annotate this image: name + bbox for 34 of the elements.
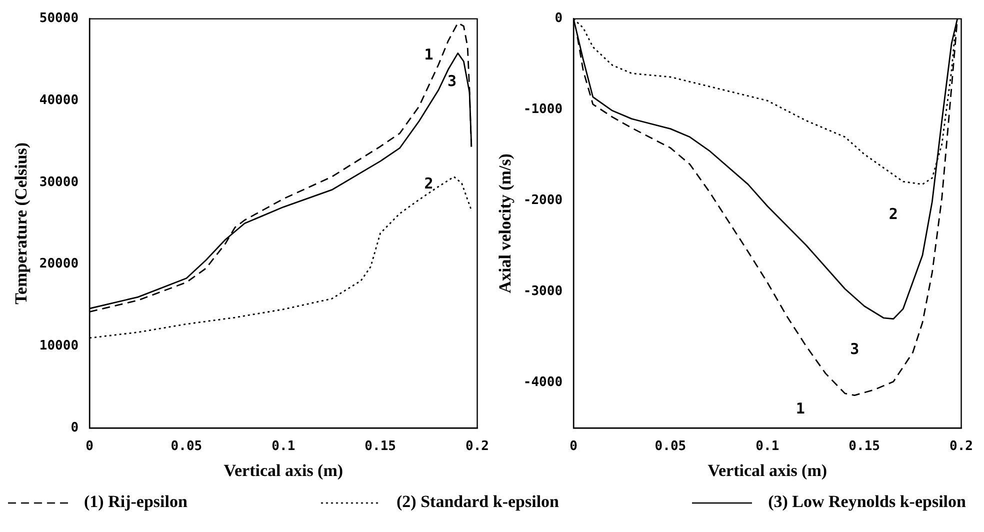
x-tick-label: 0	[86, 439, 94, 454]
y-tick-label: 50000	[39, 11, 79, 26]
y-tick-label: 0	[554, 11, 563, 26]
annotation: 1	[796, 399, 805, 418]
x-axis-title: Vertical axis (m)	[224, 461, 344, 480]
x-tick-label: 0.15	[848, 439, 880, 454]
x-tick-label: 0.1	[756, 439, 780, 454]
x-tick-label: 0.05	[654, 439, 686, 454]
y-tick-label: 0	[70, 420, 79, 436]
x-tick-label: 0.05	[170, 439, 202, 454]
y-tick-label: 20000	[39, 256, 79, 272]
x-tick-label: 0.15	[364, 439, 396, 454]
y-tick-label: -2000	[523, 193, 563, 208]
annotation: 1	[424, 46, 434, 64]
y-tick-label: -4000	[523, 374, 563, 390]
x-tick-label: 0	[570, 439, 578, 454]
legend-label: (2) Standard k-epsilon	[396, 492, 559, 511]
annotation: 3	[448, 72, 457, 90]
y-axis-title: Axial velocity (m/s)	[496, 154, 515, 294]
annotation: 2	[424, 174, 434, 192]
x-tick-label: 0.2	[466, 439, 489, 454]
y-tick-label: -3000	[523, 284, 563, 299]
y-axis-title: Temperature (Celsius)	[12, 142, 31, 304]
y-tick-label: -1000	[523, 102, 563, 118]
x-axis-title: Vertical axis (m)	[708, 461, 828, 480]
annotation: 2	[888, 205, 898, 224]
legend-label: (3) Low Reynolds k-epsilon	[768, 492, 966, 511]
y-tick-label: 40000	[39, 93, 79, 108]
y-tick-label: 30000	[39, 174, 79, 190]
y-tick-label: 10000	[39, 338, 79, 354]
annotation: 3	[850, 340, 860, 358]
legend-label: (1) Rij-epsilon	[84, 492, 188, 511]
x-tick-label: 0.2	[950, 439, 973, 454]
x-tick-label: 0.1	[272, 439, 296, 454]
